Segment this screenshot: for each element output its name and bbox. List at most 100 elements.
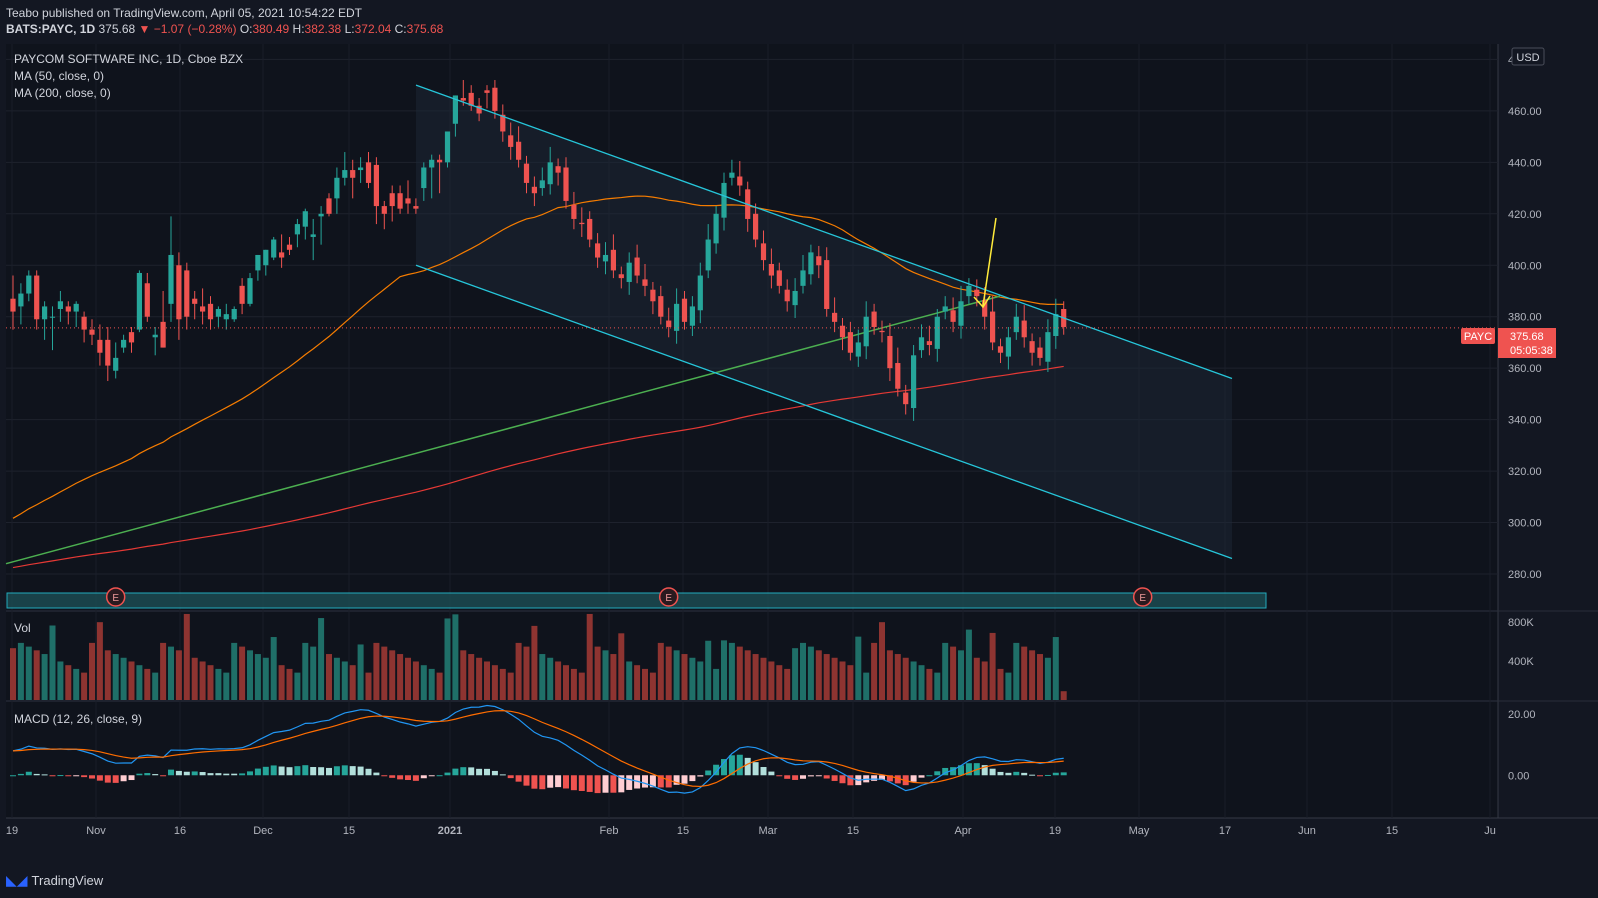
annotation-arrow[interactable] — [973, 217, 997, 309]
macd-histogram-bar — [397, 775, 404, 780]
legend-vol[interactable]: Vol — [14, 621, 31, 635]
time-tick: 16 — [174, 825, 186, 837]
volume-bar — [468, 654, 475, 700]
macd-histogram-bar — [626, 775, 633, 790]
price-chart[interactable]: E E E 280.00 300.00 320.00 340.00 360.00 380.00… — [0, 44, 1598, 862]
macd-histogram-bar — [144, 773, 151, 776]
price-tick: 300.00 — [1508, 518, 1542, 530]
descending-channel[interactable] — [415, 84, 1233, 560]
volume-bar — [934, 672, 941, 700]
volume-bar — [254, 654, 261, 700]
volume-bar — [365, 672, 372, 700]
volume-bar — [831, 657, 838, 700]
tradingview-brand[interactable]: ◣◢ TradingView — [6, 872, 103, 889]
volume-pane[interactable] — [6, 612, 1498, 700]
price-pane[interactable] — [6, 44, 1498, 610]
earnings-marker-label: E — [112, 593, 119, 604]
candle-body — [429, 159, 435, 168]
macd-pane[interactable] — [6, 702, 1498, 818]
candle-body — [207, 303, 214, 320]
volume-bar — [120, 657, 127, 700]
legend-ma200[interactable]: MA (200, close, 0) — [14, 86, 111, 100]
volume-bar — [17, 642, 24, 700]
volume-bar — [918, 665, 925, 700]
volume-bar — [33, 650, 40, 700]
volume-bar — [942, 642, 949, 700]
volume-bar — [642, 668, 648, 700]
time-tick: 15 — [677, 825, 689, 837]
trendline-path[interactable] — [5, 295, 1001, 565]
candle-body — [776, 270, 782, 286]
volume-bar — [728, 642, 735, 700]
macd-histogram-bar — [41, 774, 48, 776]
macd-histogram-bar — [484, 768, 490, 776]
earnings-marker[interactable] — [1132, 587, 1153, 607]
channel-lower[interactable] — [415, 264, 1233, 560]
volume-bar — [784, 668, 791, 700]
volume-bar — [341, 661, 348, 700]
volume-bar — [1013, 642, 1020, 700]
low-value: 372.04 — [354, 22, 392, 36]
candle-body — [547, 162, 553, 185]
channel-upper[interactable] — [415, 84, 1233, 380]
candle-body — [563, 167, 569, 201]
time-axis[interactable]: 19 Nov 16 Dec 15 2021 Feb 15 Mar 15 Apr 19 May 17 Jun 1… — [6, 825, 1496, 837]
volume-bar — [270, 637, 277, 700]
time-tick: Dec — [253, 825, 273, 837]
volume-bar — [586, 613, 593, 700]
currency-box[interactable] — [1511, 47, 1545, 66]
macd-histogram-bar — [57, 775, 64, 777]
candle-body — [500, 114, 506, 132]
volume-bar — [484, 661, 490, 700]
trendline[interactable] — [5, 295, 1001, 565]
candle-body — [97, 339, 103, 353]
volume-bar — [649, 672, 656, 700]
candle-body — [476, 105, 482, 114]
volume-bar — [428, 668, 435, 700]
macd-histogram-bar — [207, 773, 214, 776]
legend-macd[interactable]: MACD (12, 26, close, 9) — [14, 712, 142, 726]
macd-histogram-bar — [262, 766, 269, 776]
macd-histogram-bar — [578, 775, 585, 791]
candle-body — [1021, 320, 1027, 338]
volume-bar — [989, 632, 996, 700]
candle-body — [160, 321, 166, 348]
brand-label: TradingView — [31, 873, 104, 888]
time-tick: 17 — [1219, 825, 1231, 837]
earnings-marker[interactable] — [105, 587, 126, 607]
macd-histogram-bar — [570, 775, 577, 791]
volume-bar — [168, 646, 174, 700]
candle-body — [911, 355, 917, 409]
earnings-marker[interactable] — [658, 587, 679, 607]
countdown-timer: 05:05:38 — [1510, 345, 1553, 357]
macd-histogram-bar — [357, 766, 364, 776]
candle-body — [508, 135, 514, 147]
candle-body — [42, 306, 48, 320]
macd-histogram-bar — [618, 775, 625, 793]
macd-histogram-bar — [642, 775, 648, 788]
candle-body — [326, 198, 332, 214]
close-label: C: — [394, 22, 407, 36]
macd-histogram-bar — [665, 775, 672, 788]
volume-bar — [239, 646, 246, 700]
volume-bar — [815, 650, 822, 700]
candle-body — [950, 310, 956, 322]
macd-histogram-bar — [349, 766, 356, 776]
candle-body — [602, 254, 609, 262]
price-tick: 320.00 — [1508, 466, 1542, 478]
volume-bar — [855, 636, 862, 700]
macd-histogram-bar — [744, 757, 751, 776]
macd-histogram-bar — [926, 775, 933, 777]
volume-bar — [958, 650, 964, 700]
legend-ma50[interactable]: MA (50, close, 0) — [14, 69, 104, 83]
macd-histogram-bar — [649, 775, 656, 788]
candle-body — [421, 167, 427, 189]
volume-bar — [1052, 637, 1059, 700]
volume-bar — [736, 646, 743, 700]
symbol-label[interactable]: BATS:PAYC, 1D — [6, 22, 96, 36]
candle-body — [658, 296, 664, 317]
volume-bar — [839, 661, 846, 700]
macd-histogram-bar — [405, 775, 411, 781]
macd-histogram-bar — [1029, 774, 1036, 776]
volume-bar — [847, 665, 854, 700]
